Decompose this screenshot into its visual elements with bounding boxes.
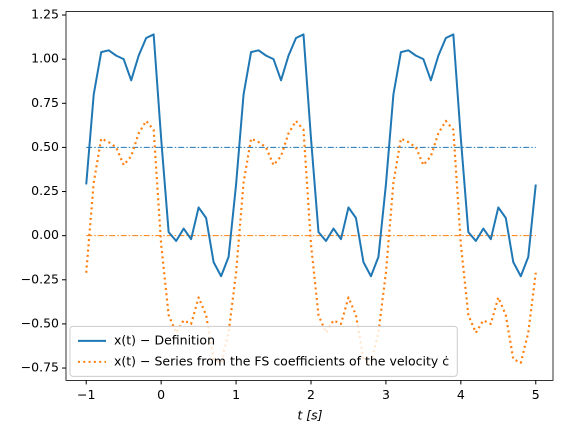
x-tick-label: −1 <box>77 387 95 402</box>
data-line <box>85 33 537 278</box>
plot-frame <box>65 11 554 381</box>
y-tick-label: 1.00 <box>31 51 59 66</box>
x-tick-label: 1 <box>232 387 240 402</box>
y-tick-label: 1.25 <box>31 7 59 22</box>
x-tick-label: 0 <box>157 387 165 402</box>
x-axis-label: t [s] <box>297 408 322 423</box>
legend-label: x(t) − Definition <box>114 332 215 347</box>
legend-box <box>69 325 458 377</box>
y-tick-label: 0.00 <box>31 227 59 242</box>
x-tick-label: 4 <box>457 387 465 402</box>
y-tick-label: 0.25 <box>31 183 59 198</box>
x-tick-label: 3 <box>382 387 390 402</box>
legend: x(t) − Definition x(t) − Series from the … <box>69 325 458 377</box>
x-tick-label: 2 <box>307 387 315 402</box>
y-tick-label: 0.75 <box>31 95 59 110</box>
y-tick-label: −0.50 <box>21 315 59 330</box>
legend-label: x(t) − Series from the FS coefficients o… <box>114 353 449 368</box>
y-tick-label: −0.25 <box>21 271 59 286</box>
x-tick-label: 5 <box>532 387 540 402</box>
y-tick-label: 0.50 <box>31 139 59 154</box>
y-tick-label: −0.75 <box>21 360 59 375</box>
